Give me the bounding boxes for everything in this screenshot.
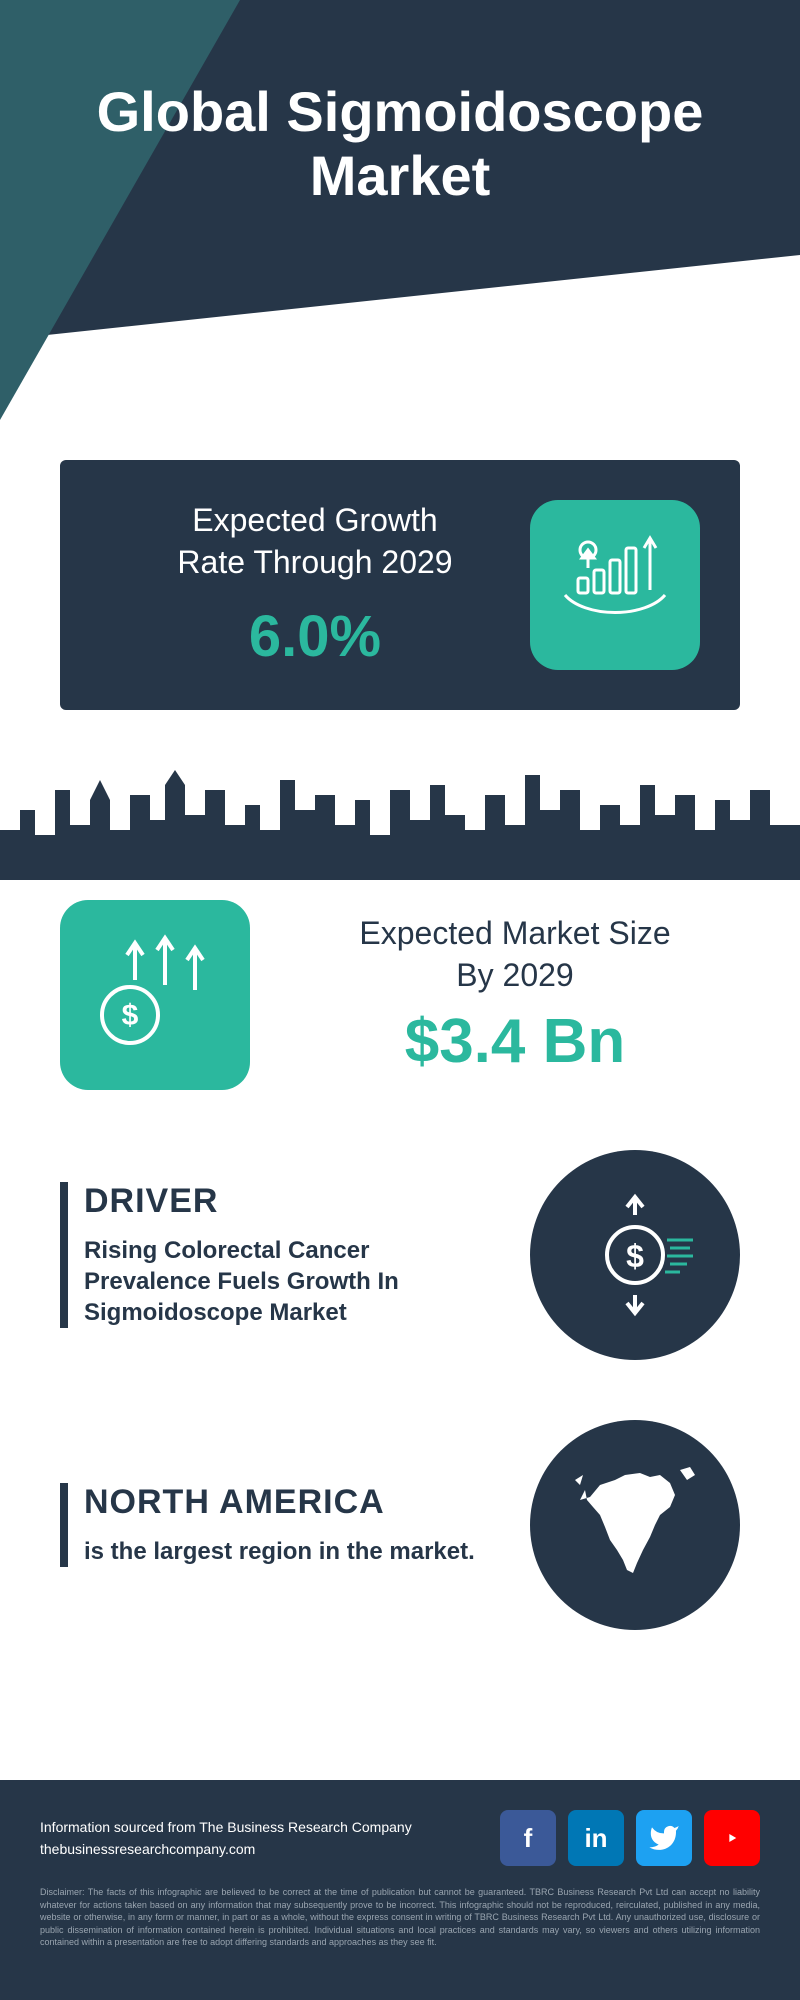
growth-value: 6.0% xyxy=(100,603,530,670)
market-text-block: Expected Market Size By 2029 $3.4 Bn xyxy=(290,913,740,1077)
footer-disclaimer: Disclaimer: The facts of this infographi… xyxy=(40,1886,760,1949)
region-icon-circle xyxy=(530,1420,740,1630)
region-heading: NORTH AMERICA xyxy=(84,1483,500,1522)
youtube-icon[interactable] xyxy=(704,1810,760,1866)
footer-source-text: Information sourced from The Business Re… xyxy=(40,1816,412,1861)
title-line1: Global Sigmoidoscope xyxy=(97,80,704,143)
north-america-map-icon xyxy=(555,1445,715,1605)
driver-text-block: DRIVER Rising Colorectal Cancer Prevalen… xyxy=(60,1182,500,1329)
svg-text:$: $ xyxy=(122,999,139,1032)
source-line1: Information sourced from The Business Re… xyxy=(40,1819,412,1835)
market-icon-container: $ xyxy=(60,900,250,1090)
growth-chart-icon xyxy=(550,520,680,650)
dollar-cycle-icon: $ xyxy=(565,1185,705,1325)
market-value: $3.4 Bn xyxy=(290,1006,740,1077)
growth-label-line1: Expected Growth xyxy=(192,502,437,538)
region-section: NORTH AMERICA is the largest region in t… xyxy=(60,1420,740,1630)
dollar-arrows-icon: $ xyxy=(85,925,225,1065)
title-line2: Market xyxy=(310,144,491,207)
source-line2: thebusinessresearchcompany.com xyxy=(40,1841,255,1857)
growth-label-line2: Rate Through 2029 xyxy=(177,544,452,580)
growth-icon-container xyxy=(530,500,700,670)
page-title: Global Sigmoidoscope Market xyxy=(0,80,800,209)
linkedin-icon[interactable]: in xyxy=(568,1810,624,1866)
driver-icon-circle: $ xyxy=(530,1150,740,1360)
growth-label: Expected Growth Rate Through 2029 xyxy=(100,500,530,583)
region-text-block: NORTH AMERICA is the largest region in t… xyxy=(60,1483,500,1567)
market-label: Expected Market Size By 2029 xyxy=(290,913,740,996)
growth-text-block: Expected Growth Rate Through 2029 6.0% xyxy=(100,500,530,670)
skyline-divider xyxy=(0,740,800,880)
facebook-icon[interactable]: f xyxy=(500,1810,556,1866)
social-links: f in xyxy=(500,1810,760,1866)
market-label-line2: By 2029 xyxy=(456,957,573,993)
market-label-line1: Expected Market Size xyxy=(359,915,670,951)
market-size-section: $ Expected Market Size By 2029 $3.4 Bn xyxy=(60,900,740,1090)
header-section: Global Sigmoidoscope Market xyxy=(0,0,800,420)
footer-top-row: Information sourced from The Business Re… xyxy=(40,1810,760,1866)
footer-section: Information sourced from The Business Re… xyxy=(0,1780,800,2000)
driver-body: Rising Colorectal Cancer Prevalence Fuel… xyxy=(84,1235,500,1329)
svg-text:$: $ xyxy=(626,1238,644,1274)
twitter-icon[interactable] xyxy=(636,1810,692,1866)
region-body: is the largest region in the market. xyxy=(84,1536,500,1567)
driver-section: DRIVER Rising Colorectal Cancer Prevalen… xyxy=(60,1150,740,1360)
driver-heading: DRIVER xyxy=(84,1182,500,1221)
growth-rate-card: Expected Growth Rate Through 2029 6.0% xyxy=(60,460,740,710)
